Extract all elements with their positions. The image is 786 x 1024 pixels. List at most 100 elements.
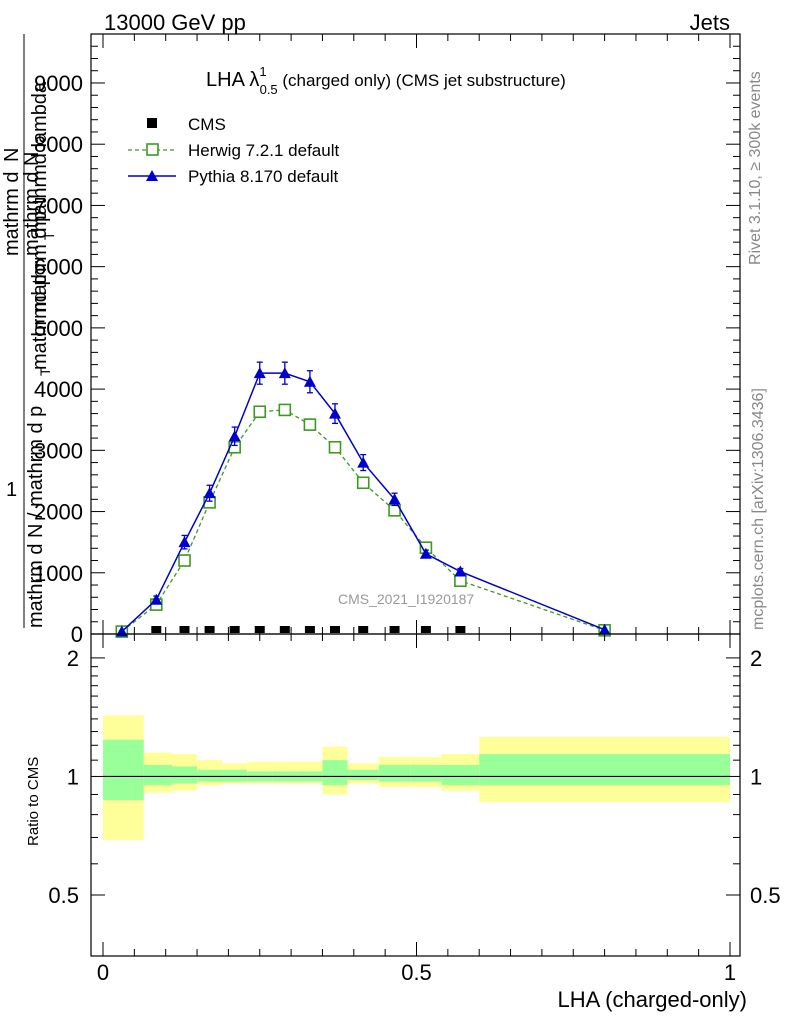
- ratio-y-axis: 0.5 0.5 1 1 2 2: [48, 646, 780, 908]
- ratio-inner-band: [143, 764, 172, 786]
- legend: CMS Herwig 7.2.1 default Pythia 8.170 de…: [128, 115, 339, 186]
- ylabel-line-dp: mathrm d p: [29, 211, 51, 312]
- herwig-point: [253, 405, 267, 419]
- x-axis-label: LHA (charged-only): [557, 987, 747, 1012]
- ratio-y-label: Ratio to CMS: [25, 757, 42, 846]
- main-y-tick-label: 3000: [34, 438, 83, 463]
- ylabel-one: 1: [6, 479, 17, 501]
- ylabel-denom: mathrm d N / mathrm d p: [25, 406, 47, 628]
- ylabel-denom-dp: mathrmd p: [29, 274, 51, 370]
- main-y-tick-label: 0: [71, 622, 83, 647]
- pythia-point: [388, 493, 401, 505]
- legend-pythia-label: Pythia 8.170 default: [188, 167, 339, 186]
- cms-point: [358, 626, 369, 633]
- pythia-point: [303, 375, 316, 387]
- cms-point: [455, 626, 466, 633]
- main-title: LHA λ1 0.5 (charged only) (CMS jet substr…: [206, 64, 566, 97]
- legend-pythia-marker: [146, 170, 158, 181]
- ratio-inner-band: [347, 769, 379, 780]
- herwig-point: [328, 440, 342, 454]
- cms-point: [151, 626, 162, 633]
- ylabel-dlambda: mathrmd lambda: [29, 81, 51, 232]
- legend-herwig-marker: [146, 143, 159, 156]
- pythia-point: [454, 565, 467, 577]
- title-suffix: (charged only) (CMS jet substructure): [278, 71, 566, 90]
- pythia-point: [150, 593, 163, 605]
- main-y-tick-label: 7000: [34, 193, 83, 218]
- herwig-point: [303, 418, 317, 431]
- pythia-point: [419, 547, 432, 559]
- ratio-inner-band: [322, 760, 348, 786]
- mcplots-label: mcplots.cern.ch [arXiv:1306.3436]: [750, 388, 767, 630]
- ratio-x-axis: 0 0.5 1: [97, 634, 736, 985]
- cms-point: [389, 626, 400, 633]
- ratio-inner-band: [479, 754, 730, 786]
- header-jets-label: Jets: [690, 10, 730, 35]
- main-y-tick-label: 9000: [34, 71, 83, 96]
- ratio-x-tick-label: 1: [724, 960, 736, 985]
- pythia-point: [278, 367, 291, 379]
- ratio-y-tick-label: 2: [67, 646, 79, 671]
- main-y-tick-label: 8000: [34, 132, 83, 157]
- main-y-axis: 0 1000 2000 3000 4000 5000 6000 7000 8000 9000: [34, 33, 740, 647]
- cms-point: [204, 626, 215, 633]
- ylabel-sub-t-2: T: [37, 367, 53, 376]
- cms-series: [151, 626, 466, 633]
- ratio-x-tick-label: 0.5: [401, 960, 432, 985]
- ratio-bands: [103, 715, 730, 840]
- ylabel-sub-t: T: [41, 231, 57, 240]
- pythia-point: [228, 430, 241, 442]
- rivet-label: Rivet 3.1.10, ≥ 300k events: [747, 71, 764, 265]
- ylabel-numer-n: N: [1, 148, 23, 162]
- pythia-point: [178, 536, 191, 548]
- ratio-inner-band: [378, 764, 411, 782]
- ratio-inner-band: [222, 769, 248, 782]
- header-energy-label: 13000 GeV pp: [104, 10, 246, 35]
- cms-point: [329, 626, 340, 633]
- ylabel-numer-top: mathrm d: [1, 172, 23, 256]
- cms-point: [179, 626, 190, 633]
- pythia-point: [357, 456, 370, 468]
- ratio-inner-band: [410, 764, 442, 782]
- pythia-point: [328, 407, 341, 419]
- cms-point: [420, 626, 431, 633]
- ratio-y-tick-label-right: 2: [750, 646, 762, 671]
- main-y-label: mathrm d N mathrm d N mathrm d p T mathr…: [1, 34, 57, 628]
- ratio-x-tick-label: 0: [97, 960, 109, 985]
- herwig-point: [178, 554, 191, 567]
- cms-point: [304, 626, 315, 633]
- pythia-point: [598, 623, 611, 635]
- legend-herwig-label: Herwig 7.2.1 default: [188, 141, 339, 160]
- herwig-point: [278, 403, 292, 417]
- main-y-tick-label: 6000: [34, 255, 83, 280]
- main-y-tick-label: 2000: [34, 500, 83, 525]
- pythia-line: [121, 372, 605, 633]
- main-y-tick-label: 4000: [34, 377, 83, 402]
- analysis-watermark: CMS_2021_I1920187: [338, 591, 474, 607]
- ratio-y-tick-label: 0.5: [48, 883, 79, 908]
- ylabel-line-dn: mathrm d N: [21, 152, 43, 256]
- pythia-point: [203, 487, 216, 499]
- main-x-axis-ticks: [102, 34, 731, 634]
- title-prefix: LHA λ: [206, 69, 259, 91]
- title-sup: 1: [259, 64, 266, 79]
- cms-point: [279, 626, 290, 633]
- cms-point: [229, 626, 240, 633]
- herwig-point: [454, 574, 467, 588]
- pythia-point: [253, 367, 266, 379]
- title-sub: 0.5: [260, 82, 278, 97]
- ratio-y-tick-label-right: 1: [750, 764, 762, 789]
- main-y-tick-label: 1000: [34, 561, 83, 586]
- pythia-series: [115, 361, 611, 637]
- ratio-plot-frame: [90, 633, 741, 957]
- ratio-inner-band: [103, 739, 144, 801]
- ratio-inner-band: [171, 766, 198, 784]
- herwig-point: [356, 476, 370, 490]
- main-y-tick-label: 5000: [34, 316, 83, 341]
- ratio-inner-band: [441, 764, 480, 786]
- legend-cms-marker: [147, 118, 157, 128]
- ratio-inner-band: [197, 769, 223, 782]
- ratio-y-tick-label-right: 0.5: [750, 883, 781, 908]
- cms-point: [254, 626, 265, 633]
